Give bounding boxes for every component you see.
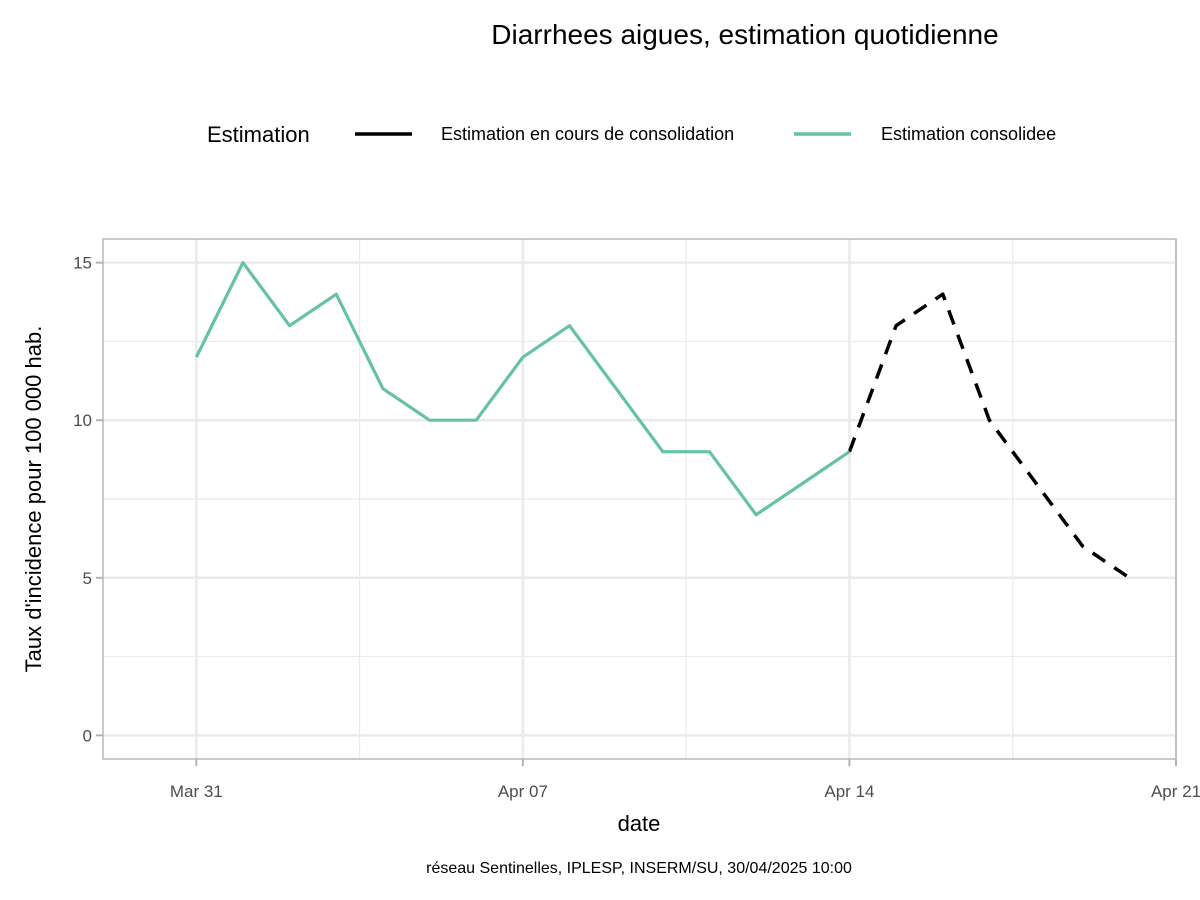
caption: réseau Sentinelles, IPLESP, INSERM/SU, 3… (426, 860, 852, 877)
x-tick-label: Apr 21 (1151, 782, 1200, 801)
y-tick-label: 0 (83, 726, 92, 745)
series-line-en-cours (847, 292, 1131, 580)
chart-title: Diarrhees aigues, estimation quotidienne (491, 19, 998, 50)
y-tick-label: 5 (83, 569, 92, 588)
legend-item-consolidee: Estimation consolidee (794, 124, 1056, 144)
legend-label: Estimation consolidee (881, 124, 1056, 144)
legend-item-en-cours: Estimation en cours de consolidation (355, 124, 734, 144)
y-tick-label: 15 (73, 254, 92, 273)
legend-title: Estimation (207, 122, 310, 147)
x-axis-title: date (618, 811, 661, 836)
x-tick-label: Apr 07 (498, 782, 548, 801)
x-tick-label: Mar 31 (170, 782, 223, 801)
y-axis-title: Taux d'incidence pour 100 000 hab. (21, 326, 46, 673)
y-tick-label: 10 (73, 411, 92, 430)
plot-area: 0 5 10 15 Mar 31 Apr 07 Apr 14 Apr 21 (73, 238, 1200, 801)
legend-label: Estimation en cours de consolidation (441, 124, 734, 144)
panel-border (102, 238, 1177, 760)
x-tick-label: Apr 14 (824, 782, 874, 801)
series-line-consolidee (194, 261, 851, 517)
legend: Estimation Estimation en cours de consol… (207, 122, 1056, 147)
